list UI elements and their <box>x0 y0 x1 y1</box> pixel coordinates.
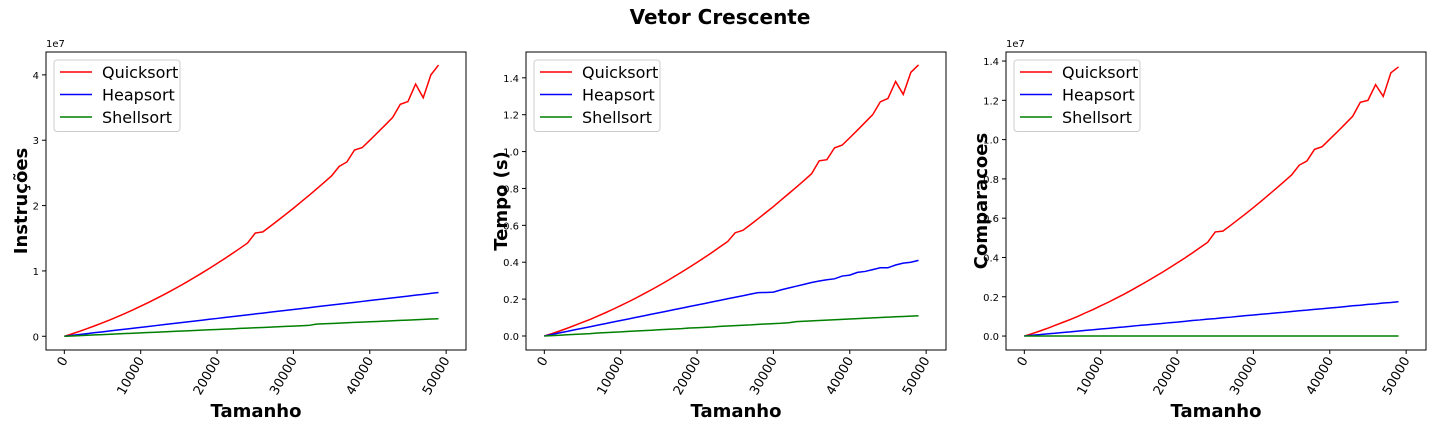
legend-frame <box>1013 59 1141 132</box>
x-tick-label: 50000 <box>1380 355 1414 398</box>
axes-frame <box>45 51 467 351</box>
y-tick-label: 0.4 <box>503 258 519 269</box>
data-line <box>64 317 439 338</box>
y-tick-label: 0.2 <box>503 295 519 306</box>
legend-label: Shellsort <box>102 108 172 127</box>
data-line <box>1024 66 1399 337</box>
data-line <box>544 314 919 337</box>
data-line <box>64 64 440 337</box>
y-tick-label: 1.2 <box>503 111 519 122</box>
x-tick-label: 10000 <box>114 355 148 398</box>
axes-frame <box>525 51 947 351</box>
x-tick-label: 30000 <box>747 355 781 398</box>
legend-label: Quicksort <box>1062 63 1138 82</box>
x-tick-label: 0 <box>55 355 72 370</box>
legend-label: Quicksort <box>102 63 178 82</box>
subplot: 0.0 0.2 0.4 0.6 0.8 1.0 1.2 1.4 0 10000 20000 30000… <box>971 39 1427 422</box>
y-tick-label: 0.6 <box>983 214 999 225</box>
x-tick-label: 0 <box>535 355 552 370</box>
x-axis-label: Tamanho <box>210 401 301 422</box>
y-tick-label: 1.0 <box>503 148 519 159</box>
y-tick-label: 0.4 <box>983 253 999 264</box>
y-tick-label: 0.6 <box>503 221 519 232</box>
y-tick-label: 3 <box>33 136 39 147</box>
y-axis-label: Comparacoes <box>971 133 992 269</box>
subplot: 0 1 2 3 4 0 10000 20000 30000 40000 50000 1e7 Tamanh… <box>11 39 467 422</box>
x-tick-label: 40000 <box>344 355 378 398</box>
x-tick-label: 10000 <box>1074 355 1108 398</box>
y-tick-label: 0 <box>33 332 39 343</box>
legend-frame <box>53 59 181 132</box>
x-tick-label: 50000 <box>420 355 454 398</box>
x-axis-label: Tamanho <box>690 401 781 422</box>
x-tick-label: 30000 <box>1227 355 1261 398</box>
y-tick-label: 1.4 <box>983 57 999 68</box>
x-tick-label: 20000 <box>1151 355 1185 398</box>
y-tick-label: 0.2 <box>983 293 999 304</box>
data-line <box>544 64 920 337</box>
legend-label: Heapsort <box>1062 86 1135 105</box>
x-tick-label: 10000 <box>594 355 628 398</box>
y-tick-label: 0.8 <box>503 184 519 195</box>
legend-label: Heapsort <box>102 86 175 105</box>
subplot: 0.0 0.2 0.4 0.6 0.8 1.0 1.2 1.4 0 10000 20000 30000… <box>491 51 947 422</box>
legend-label: Quicksort <box>582 63 658 82</box>
offset-label: 1e7 <box>46 39 65 50</box>
x-tick-label: 20000 <box>671 355 705 398</box>
x-tick-label: 20000 <box>191 355 225 398</box>
legend-label: Shellsort <box>582 108 652 127</box>
y-tick-label: 4 <box>33 71 39 82</box>
data-line <box>1024 300 1399 337</box>
y-tick-label: 1.4 <box>503 74 519 85</box>
x-axis-label: Tamanho <box>1170 401 1261 422</box>
legend-frame <box>533 59 661 132</box>
y-tick-label: 0.0 <box>983 332 999 343</box>
x-tick-label: 40000 <box>824 355 858 398</box>
y-tick-label: 1.2 <box>983 96 999 107</box>
y-axis-label: Instruções <box>11 148 32 254</box>
y-tick-label: 0.0 <box>503 332 519 343</box>
y-tick-label: 1.0 <box>983 136 999 147</box>
data-line <box>64 291 439 338</box>
x-tick-label: 40000 <box>1304 355 1338 398</box>
figure-title: Vetor Crescente <box>630 5 811 29</box>
y-tick-label: 0.8 <box>983 175 999 186</box>
axes-frame <box>1005 51 1427 351</box>
y-axis-label: Tempo (s) <box>491 151 512 251</box>
y-tick-label: 1 <box>33 267 39 278</box>
y-tick-label: 2 <box>33 202 39 213</box>
data-line <box>544 259 919 337</box>
legend-label: Heapsort <box>582 86 655 105</box>
legend-label: Shellsort <box>1062 108 1132 127</box>
x-tick-label: 50000 <box>900 355 934 398</box>
x-tick-label: 30000 <box>267 355 301 398</box>
offset-label: 1e7 <box>1006 39 1025 50</box>
x-tick-label: 0 <box>1015 355 1032 370</box>
